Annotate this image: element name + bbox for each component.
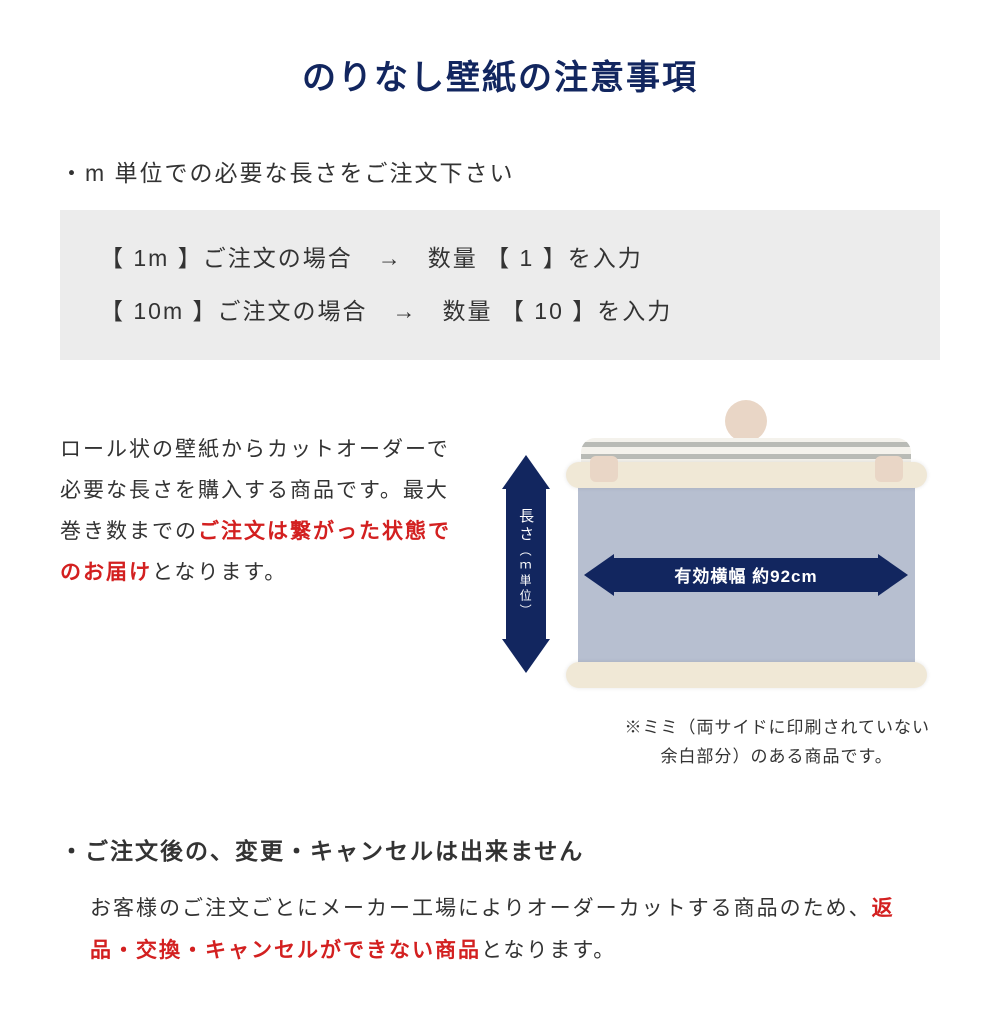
wallpaper-illustration: 有効横幅 約92cm (564, 400, 929, 700)
width-label: 有効横幅 約92cm (614, 558, 878, 592)
example-row-1: 【 1m 】ご注文の場合 → 数量 【 1 】を入力 (100, 232, 900, 285)
mimi-note-line2: 余白部分）のある商品です。 (625, 743, 931, 772)
roll-top-icon (566, 462, 927, 488)
width-arrow: 有効横幅 約92cm (584, 554, 908, 596)
mimi-note: ※ミミ（両サイドに印刷されていない 余白部分）のある商品です。 (625, 714, 941, 772)
arrow-down-icon (502, 639, 550, 673)
policy-part2: となります。 (481, 939, 616, 962)
dimension-diagram: 長さ（ｍ単位） 有効横幅 (490, 395, 940, 772)
roll-description: ロール状の壁紙からカットオーダーで必要な長さを購入する商品です。最大巻き数までの… (60, 395, 470, 594)
arrow-right-icon (878, 554, 908, 596)
arrow-up-icon (502, 455, 550, 489)
length-label: 長さ（ｍ単位） (517, 508, 534, 619)
mimi-note-line1: ※ミミ（両サイドに印刷されていない (625, 714, 931, 743)
roll-bottom-icon (566, 662, 927, 688)
page-title: のりなし壁紙の注意事項 (60, 50, 940, 99)
arrow-left-icon (584, 554, 614, 596)
section-2-heading: ・ご注文後の、変更・キャンセルは出来ません (60, 832, 940, 866)
section-1-heading: ・m 単位での必要な長さをご注文下さい (60, 154, 940, 188)
cancellation-policy: お客様のご注文ごとにメーカー工場によりオーダーカットする商品のため、返品・交換・… (60, 888, 940, 972)
wallpaper-sheet: 有効横幅 約92cm (578, 475, 915, 675)
order-example-box: 【 1m 】ご注文の場合 → 数量 【 1 】を入力 【 10m 】ご注文の場合… (60, 210, 940, 360)
policy-part1: お客様のご注文ごとにメーカー工場によりオーダーカットする商品のため、 (90, 897, 872, 920)
hand-left-icon (590, 456, 618, 482)
hand-right-icon (875, 456, 903, 482)
mid-part2: となります。 (152, 561, 287, 584)
length-arrow: 長さ（ｍ単位） (502, 455, 550, 673)
example-row-2: 【 10m 】ご注文の場合 → 数量 【 10 】を入力 (100, 285, 900, 338)
mid-section: ロール状の壁紙からカットオーダーで必要な長さを購入する商品です。最大巻き数までの… (60, 395, 940, 772)
